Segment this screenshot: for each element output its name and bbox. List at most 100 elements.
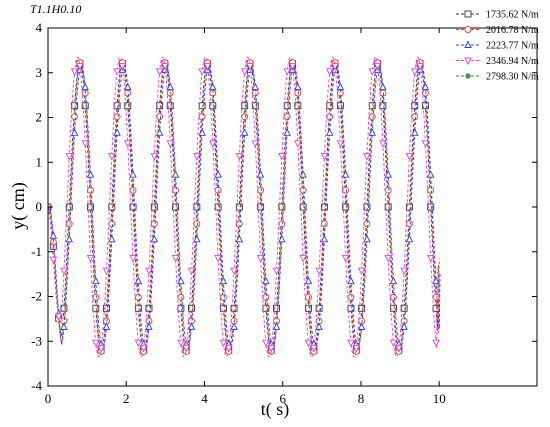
data-point: [283, 113, 291, 121]
data-point: [172, 186, 180, 194]
data-point: [421, 140, 430, 148]
data-point: [283, 102, 291, 110]
data-point: [60, 322, 68, 330]
data-point: [108, 234, 116, 243]
data-point: [177, 339, 185, 348]
data-point: [251, 82, 260, 91]
data-point: [347, 304, 355, 312]
data-point: [102, 322, 111, 330]
series-3: [48, 56, 440, 358]
data-point: [294, 89, 302, 97]
data-point: [145, 322, 153, 330]
data-point: [124, 140, 132, 148]
data-point: [155, 68, 164, 76]
data-point: [315, 322, 323, 330]
data-point: [352, 345, 361, 353]
data-point: [278, 220, 286, 228]
data-point: [326, 113, 334, 121]
series-line: [48, 63, 439, 351]
data-point: [219, 339, 228, 348]
legend-label: 1735.62 N/m: [486, 10, 539, 21]
data-point: [305, 293, 312, 301]
legend-marker: [464, 40, 472, 48]
data-point: [272, 322, 281, 330]
data-point: [299, 186, 307, 194]
legend-marker: [464, 57, 472, 66]
data-point: [304, 339, 313, 348]
y-tick-label: -3: [31, 333, 42, 348]
data-point: [315, 267, 323, 276]
data-point: [219, 293, 227, 301]
data-point: [384, 203, 392, 211]
data-point: [76, 63, 84, 71]
data-point: [347, 339, 355, 348]
legend-label: 2223.77 N/m: [486, 41, 539, 52]
data-point: [320, 203, 328, 211]
data-point: [262, 293, 270, 301]
data-point: [108, 203, 116, 211]
data-point: [363, 203, 371, 211]
data-point: [310, 345, 318, 353]
data-point: [81, 102, 89, 110]
data-point: [267, 345, 275, 353]
data-point: [65, 153, 73, 161]
data-point: [257, 203, 265, 211]
data-point: [251, 102, 259, 110]
data-point: [65, 220, 73, 228]
data-point: [134, 293, 142, 301]
data-point: [294, 102, 302, 110]
data-point: [358, 304, 366, 312]
data-point: [209, 102, 217, 110]
data-point: [357, 267, 366, 276]
data-point: [235, 203, 243, 211]
plot-area: [48, 56, 441, 358]
data-point: [405, 153, 414, 161]
legend-label: 2346.94 N/m: [486, 56, 539, 67]
data-point: [257, 186, 265, 194]
data-point: [86, 170, 95, 178]
data-point: [331, 63, 339, 71]
data-point: [171, 255, 180, 263]
x-axis-label: t( s): [261, 399, 290, 420]
data-point: [405, 203, 413, 211]
data-point: [416, 63, 424, 71]
series-line: [48, 65, 441, 349]
data-point: [214, 203, 222, 211]
data-point: [379, 102, 387, 110]
data-point: [384, 170, 392, 178]
data-point: [368, 128, 376, 136]
legend-marker: [464, 10, 472, 18]
data-point: [129, 255, 137, 263]
x-tick-label: 8: [358, 391, 365, 406]
data-point: [81, 82, 89, 91]
data-point: [145, 267, 153, 276]
data-point: [129, 170, 137, 178]
data-point: [129, 186, 137, 194]
data-point: [97, 345, 105, 353]
data-point: [405, 220, 413, 228]
x-tick-label: 10: [433, 391, 446, 406]
legend-item: 1735.62 N/m: [456, 10, 539, 21]
data-point: [283, 68, 291, 76]
data-point: [198, 68, 206, 76]
data-point: [134, 276, 143, 285]
data-point: [368, 102, 376, 110]
data-point: [400, 322, 408, 330]
data-point: [411, 113, 419, 121]
data-point: [209, 140, 217, 148]
data-point: [357, 322, 366, 330]
data-point: [336, 102, 344, 110]
data-point: [411, 128, 419, 136]
data-point: [363, 220, 371, 228]
legend-item: 2016.78 N/m: [456, 25, 539, 36]
data-point: [262, 276, 270, 285]
data-point: [283, 128, 291, 136]
data-point: [347, 293, 355, 301]
data-point: [278, 203, 286, 211]
data-point: [432, 293, 440, 301]
data-point: [320, 153, 329, 161]
data-point: [150, 234, 159, 243]
data-point: [288, 63, 297, 71]
data-point: [384, 186, 392, 194]
data-point: [389, 276, 398, 285]
